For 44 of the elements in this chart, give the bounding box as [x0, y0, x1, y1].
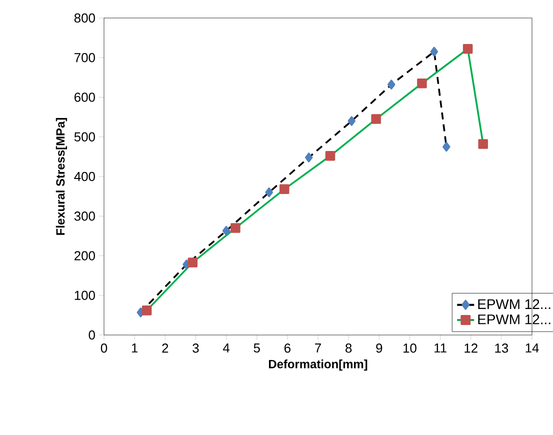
y-tick-label: 100 [74, 290, 95, 300]
y-tick-label: 800 [74, 13, 95, 23]
point [304, 152, 313, 162]
x-tick-label: 3 [192, 344, 199, 353]
point [222, 226, 230, 236]
legend-label: EPWM 12... [478, 299, 550, 309]
x-tick-label: 0 [100, 344, 108, 353]
y-tick-label: 500 [74, 132, 95, 142]
x-tick-label: 11 [434, 344, 446, 352]
point [387, 80, 396, 90]
x-tick-label: 6 [284, 344, 290, 353]
y-tick-label: 600 [74, 92, 95, 102]
point [230, 223, 240, 233]
point [417, 78, 427, 88]
y-tick-label: 0 [88, 330, 95, 340]
point [142, 306, 152, 316]
x-tick-label: 5 [254, 344, 260, 353]
point [430, 46, 438, 57]
y-tick-label: 200 [74, 251, 95, 260]
y-tick-label: 700 [74, 53, 95, 62]
point [462, 44, 473, 54]
x-tick-label: 4 [222, 344, 230, 352]
point [279, 184, 290, 194]
x-axis-title: Deformation[mm] [268, 360, 368, 371]
point [442, 142, 450, 152]
x-tick-label: 14 [526, 344, 539, 352]
y-tick-label: 400 [74, 172, 95, 182]
x-tick-label: 7 [315, 344, 321, 352]
x-tick-label: 10 [404, 344, 416, 353]
point [478, 139, 488, 149]
legend-label: EPWM 12... [478, 314, 550, 324]
point [188, 258, 198, 268]
y-axis-title: Flexural Stress[MPa] [56, 118, 68, 235]
point [265, 187, 273, 198]
x-tick-label: 12 [464, 344, 478, 353]
y-tick-label: 300 [74, 212, 95, 221]
point [325, 151, 336, 161]
point [371, 114, 381, 124]
x-tick-label: 2 [162, 344, 168, 353]
x-tick-label: 9 [376, 344, 382, 353]
x-tick-label: 1 [132, 344, 138, 352]
point [348, 116, 356, 126]
x-tick-label: 13 [495, 344, 508, 353]
x-tick-label: 8 [346, 344, 352, 353]
